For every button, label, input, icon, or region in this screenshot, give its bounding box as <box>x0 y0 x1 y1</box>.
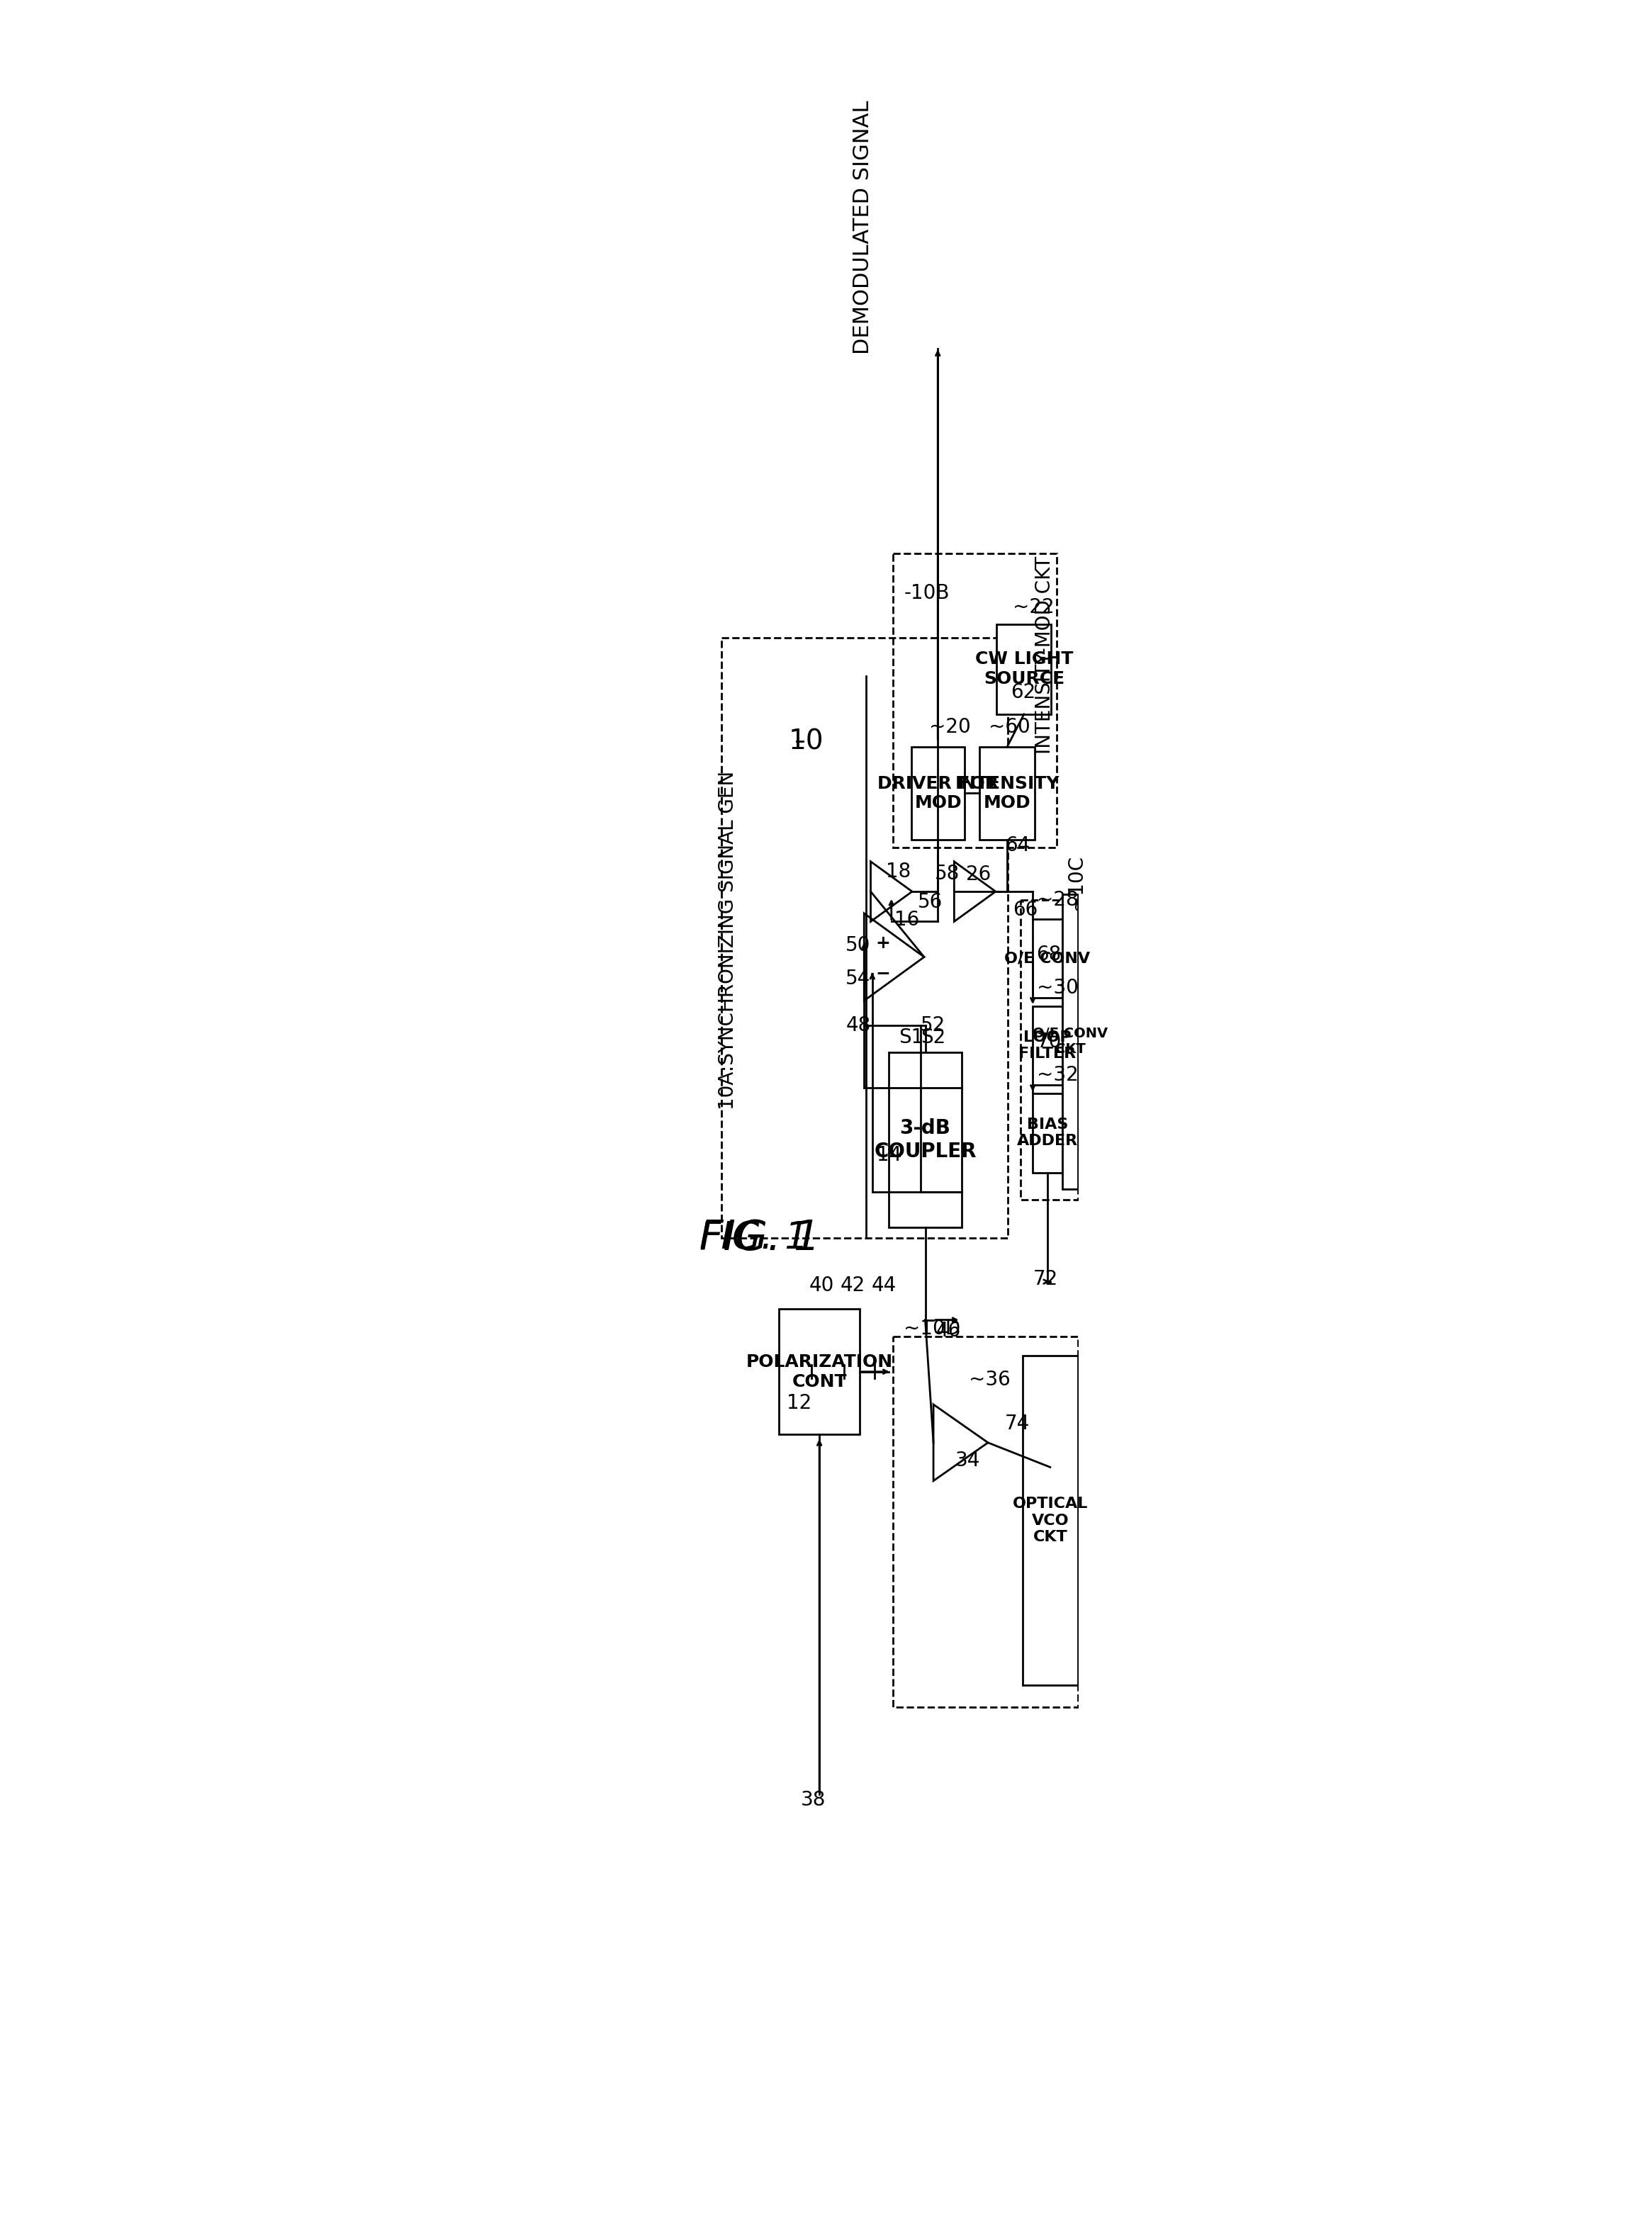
Text: OPTICAL
VCO
CKT: OPTICAL VCO CKT <box>1013 1496 1089 1545</box>
Text: S1: S1 <box>899 1027 923 1047</box>
Text: INTENSITY-MOD CKT: INTENSITY-MOD CKT <box>1034 556 1054 754</box>
Text: LOOP
FILTER: LOOP FILTER <box>1019 1031 1075 1060</box>
Bar <box>1032 1094 1062 1172</box>
Text: -10B: -10B <box>904 582 950 602</box>
Bar <box>1062 894 1079 1189</box>
Text: 42: 42 <box>841 1276 866 1296</box>
Text: 68: 68 <box>1036 945 1062 965</box>
Text: 10: 10 <box>788 727 823 756</box>
Bar <box>780 1309 859 1434</box>
Text: −: − <box>876 965 890 983</box>
Bar <box>1032 1007 1062 1085</box>
Text: CW LIGHT
SOURCE: CW LIGHT SOURCE <box>975 651 1074 687</box>
Text: FIG. 1: FIG. 1 <box>699 1220 808 1256</box>
Text: 26: 26 <box>966 865 991 885</box>
Text: 18: 18 <box>885 863 910 880</box>
Text: O/E CONV: O/E CONV <box>1004 951 1090 965</box>
Text: ~60: ~60 <box>988 718 1031 738</box>
Text: 56: 56 <box>917 891 943 911</box>
Text: ~10C: ~10C <box>1066 854 1085 909</box>
Text: O/E CONV
CKT: O/E CONV CKT <box>1032 1027 1108 1056</box>
Text: 70: 70 <box>1036 1031 1062 1051</box>
Text: 10A:SYNCHRONIZING SIGNAL GEN: 10A:SYNCHRONIZING SIGNAL GEN <box>717 771 737 1109</box>
Text: DRIVER FOR
MOD: DRIVER FOR MOD <box>877 776 999 811</box>
Bar <box>894 1336 1079 1707</box>
Text: 38: 38 <box>801 1790 826 1810</box>
Text: ~30: ~30 <box>1036 978 1079 998</box>
Text: ~32: ~32 <box>1036 1065 1079 1085</box>
Text: BIAS
ADDER: BIAS ADDER <box>1018 1118 1079 1149</box>
Text: 50: 50 <box>846 936 871 956</box>
Text: 48: 48 <box>846 1016 871 1036</box>
Text: 66: 66 <box>1013 900 1037 920</box>
Bar <box>1023 1356 1079 1685</box>
Bar <box>1021 900 1079 1200</box>
Text: 74: 74 <box>1004 1414 1029 1434</box>
Bar <box>722 638 1008 1238</box>
Text: 52: 52 <box>920 1016 945 1036</box>
Text: 40: 40 <box>809 1276 834 1296</box>
Text: 44: 44 <box>871 1276 895 1296</box>
Text: 14: 14 <box>877 1145 902 1165</box>
Bar <box>894 554 1057 847</box>
Text: 72: 72 <box>1032 1269 1059 1289</box>
Text: +: + <box>876 936 890 951</box>
Text: ~28: ~28 <box>1036 889 1079 909</box>
Text: 12: 12 <box>786 1394 811 1414</box>
Text: 58: 58 <box>935 863 960 883</box>
Text: S2: S2 <box>920 1027 945 1047</box>
Bar <box>1032 918 1062 998</box>
Text: INTENSITY
MOD: INTENSITY MOD <box>955 776 1059 811</box>
Text: 34: 34 <box>955 1452 980 1472</box>
Bar <box>996 625 1051 714</box>
Text: 46: 46 <box>935 1320 960 1340</box>
Text: 3-dB
COUPLER: 3-dB COUPLER <box>874 1118 976 1160</box>
Text: 54: 54 <box>846 969 871 989</box>
Text: ~22: ~22 <box>1013 598 1054 618</box>
Text: 64: 64 <box>1004 836 1029 856</box>
Text: 16: 16 <box>895 909 920 929</box>
Bar <box>889 1051 961 1227</box>
Text: DEMODULATED SIGNAL: DEMODULATED SIGNAL <box>852 100 874 353</box>
Bar <box>980 747 1034 840</box>
Text: ~36: ~36 <box>968 1369 1011 1389</box>
Text: ~10D: ~10D <box>904 1318 961 1338</box>
Text: 62: 62 <box>1011 682 1036 702</box>
Text: FIG. 1: FIG. 1 <box>699 1218 819 1258</box>
Bar <box>912 747 965 840</box>
Text: POLARIZATION
CONT: POLARIZATION CONT <box>747 1354 892 1389</box>
Text: ~20: ~20 <box>928 718 971 738</box>
